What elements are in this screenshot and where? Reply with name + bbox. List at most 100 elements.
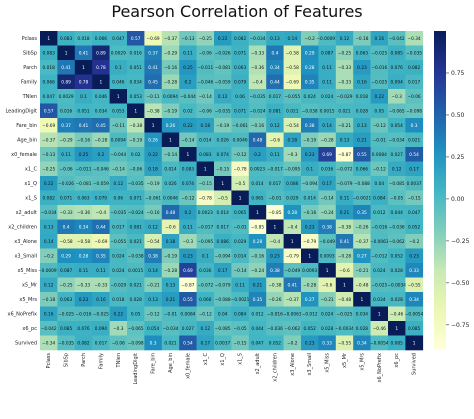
cell-value-label: −0.05 [234,326,247,332]
heatmap-cell [109,306,128,322]
column-tick-label: x1_Q [220,353,226,366]
heatmap-cell [266,205,284,220]
column-tick-label: LeadingDigit [133,353,139,385]
heatmap-cell [144,60,163,75]
heatmap-cell [231,161,250,177]
heatmap-cell [57,45,76,61]
heatmap-cell [196,263,215,278]
cell-value-label: −0.0034 [335,326,354,332]
cell-value-label: 0.48 [253,137,263,143]
cell-value-label: −0.36 [77,210,90,216]
cell-value-label: −0.38 [129,123,142,129]
heatmap-cell [388,277,406,293]
heatmap-cell [370,205,389,220]
heatmap-cell [388,31,406,46]
cell-value-label: −0.55 [408,282,421,288]
heatmap-cell [92,103,110,119]
cell-value-label: 0.094 [95,326,108,332]
heatmap-cell [318,89,337,104]
cell-value-label: 0.016 [60,108,73,114]
cell-value-label: −0.12 [234,152,247,158]
cell-value-label: 0.33 [409,268,419,274]
heatmap-cell [266,219,284,235]
cell-value-label: 0.017 [408,79,421,85]
heatmap-cell [161,132,180,148]
cell-value-label: 0.047 [112,36,125,42]
cell-value-label: 0.23 [357,65,367,71]
heatmap-cell [196,205,215,220]
heatmap-cell [405,89,424,104]
cell-value-label: 0.021 [164,340,177,346]
heatmap-cell [283,277,302,293]
cell-value-label: −0.3 [183,239,194,245]
heatmap-cell [318,277,337,293]
heatmap-cell [248,103,267,119]
heatmap-cell [161,147,180,162]
heatmap-cell [109,176,128,191]
heatmap-cell [109,89,128,104]
cell-value-label: 0.38 [305,123,315,129]
cell-value-label: 1 [256,210,259,216]
heatmap-cell [301,263,319,278]
heatmap-cell [301,234,319,249]
cell-value-label: −0.025 [337,311,353,317]
heatmap-cell [109,60,128,75]
cell-value-label: −0.06 [60,166,73,172]
cell-value-label: 0.35 [357,210,367,216]
heatmap-cell [248,321,267,336]
cell-value-label: 0.036 [321,166,334,172]
cell-value-label: −0.035 [250,94,266,100]
cell-value-label: 1 [395,326,398,332]
cell-value-label: −0.025 [93,311,109,317]
cell-value-label: −0.026 [215,50,231,56]
heatmap-cell [266,234,284,249]
cell-value-label: −0.33 [338,79,351,85]
heatmap-cell [335,205,354,220]
cell-value-label: 0.21 [340,210,350,216]
cell-value-label: −0.094 [302,181,318,187]
cell-value-label: −0.46 [390,311,403,317]
heatmap-cell [179,292,197,307]
column-tick-label: Pclass [46,353,52,369]
heatmap-cell [127,147,145,162]
cell-value-label: −0.06 [112,340,125,346]
cell-value-label: −0.01 [268,195,281,201]
heatmap-cell [248,74,267,90]
cell-value-label: 0.41 [148,65,158,71]
cell-value-label: 0.21 [166,297,176,303]
heatmap-cell [231,103,250,119]
row-tick-label: x6_pc [22,326,37,332]
heatmap-cell [318,248,337,264]
cell-value-label: −0.3 [287,152,298,158]
cell-value-label: 0.0029 [111,50,126,56]
heatmap-cell [214,306,232,322]
heatmap-cell [353,45,371,61]
heatmap-cell [266,103,284,119]
cell-value-label: −0.13 [42,152,55,158]
heatmap-cell [144,306,163,322]
cell-value-label: −0.46 [373,326,386,332]
heatmap-cell [318,147,337,162]
row-tick-label: Family [21,80,37,86]
cell-value-label: 0.04 [375,181,385,187]
heatmap-cell [301,147,319,162]
heatmap-cell [57,60,76,75]
heatmap-cell [57,263,76,278]
cell-value-label: 0.22 [183,123,193,129]
heatmap-cell [92,321,110,336]
cell-value-label: −0.16 [77,137,90,143]
cell-value-label: 1 [274,224,277,230]
heatmap-cell [231,190,250,206]
heatmap-cell [74,190,93,206]
cell-value-label: 0.085 [391,340,404,346]
column-tick-label: x2_adult [255,353,261,374]
cell-value-label: 0.074 [217,152,230,158]
heatmap-cell [161,31,180,46]
cell-value-label: 0.0084 [372,152,387,158]
cell-value-label: −0.061 [145,195,161,201]
cell-value-label: −0.38 [338,224,351,230]
heatmap-cell [40,335,58,351]
heatmap-cell [388,321,406,336]
cell-value-label: 0.079 [234,79,247,85]
heatmap-cell [214,103,232,119]
